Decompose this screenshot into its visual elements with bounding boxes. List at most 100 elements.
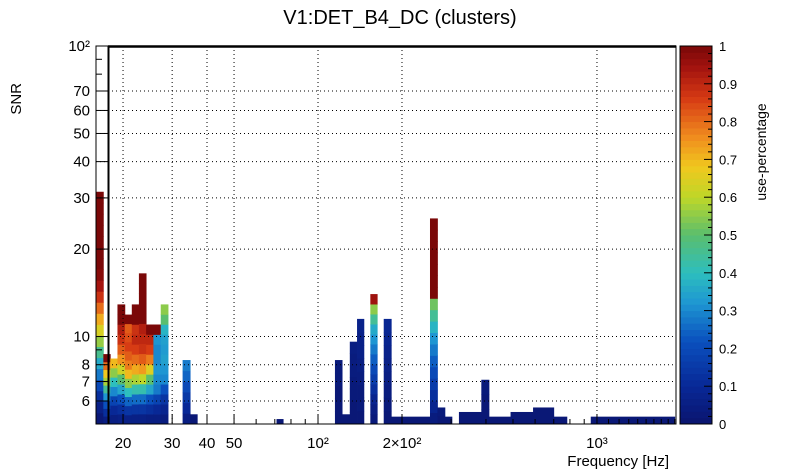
colorbar-segment xyxy=(680,146,712,154)
heatmap-cell xyxy=(357,371,365,385)
heatmap-cell xyxy=(182,413,191,425)
heatmap-cell xyxy=(429,309,438,322)
heatmap-cell xyxy=(96,313,104,325)
heatmap-cell xyxy=(160,324,169,335)
x-tick-label: 20 xyxy=(115,435,132,452)
heatmap-cell xyxy=(138,353,147,365)
heatmap-cell xyxy=(138,343,147,355)
heatmap-cell xyxy=(370,304,378,315)
heatmap-cell xyxy=(131,374,140,385)
colorbar-segment xyxy=(680,272,712,280)
colorbar-segment xyxy=(680,392,712,400)
heatmap-cell xyxy=(117,344,126,355)
colorbar-tick-label: 0.5 xyxy=(719,228,737,243)
heatmap-cell xyxy=(429,389,438,402)
heatmap-cell xyxy=(96,346,104,359)
colorbar-tick-label: 0.2 xyxy=(719,341,737,356)
heatmap-cell xyxy=(458,411,482,425)
heatmap-cell xyxy=(110,377,118,387)
colorbar-segment xyxy=(680,241,712,249)
heatmap-cell xyxy=(357,384,365,399)
heatmap-cell xyxy=(103,361,111,371)
colorbar-segment xyxy=(680,310,712,318)
colorbar-segment xyxy=(680,115,712,123)
colorbar-segment xyxy=(680,373,712,381)
heatmap-cell xyxy=(429,355,438,368)
heatmap-cell xyxy=(429,229,438,242)
colorbar-segment xyxy=(680,134,712,141)
heatmap-cell xyxy=(357,318,365,333)
heatmap-cell xyxy=(370,344,378,355)
heatmap-cell xyxy=(488,416,511,425)
heatmap-cell xyxy=(117,334,126,345)
heatmap-cell xyxy=(370,294,378,305)
colorbar-segment xyxy=(680,90,712,97)
heatmap-cell xyxy=(160,344,169,355)
colorbar-segment xyxy=(680,247,712,255)
heatmap-cell xyxy=(138,293,147,304)
heatmap-cell xyxy=(96,324,104,336)
colorbar-segment xyxy=(680,46,712,53)
colorbar-segment xyxy=(680,354,712,362)
colorbar-segment xyxy=(680,398,712,406)
heatmap-cell xyxy=(370,334,378,345)
heatmap-cell xyxy=(138,373,147,385)
colorbar-segment xyxy=(680,58,712,66)
heatmap-cell xyxy=(357,410,365,425)
heatmap-cell xyxy=(533,407,555,417)
heatmap-cell xyxy=(96,357,104,370)
heatmap-cell xyxy=(124,323,133,334)
heatmap-cell xyxy=(117,384,126,395)
heatmap-cell xyxy=(96,258,104,270)
heatmap-cell xyxy=(117,414,126,425)
colorbar-segment xyxy=(680,228,712,236)
heatmap-cell xyxy=(383,318,392,333)
heatmap-cell xyxy=(103,354,111,363)
heatmap-cell xyxy=(391,416,431,425)
heatmap-cell xyxy=(96,412,104,425)
colorbar-segment xyxy=(680,140,712,148)
heatmap-cell xyxy=(96,401,104,414)
colorbar-segment xyxy=(680,172,712,179)
colorbar-segment xyxy=(680,342,712,349)
heatmap-cell xyxy=(138,313,147,324)
x-tick-label: 10³ xyxy=(586,435,608,452)
y-tick-label: 50 xyxy=(73,125,90,142)
heatmap-cell xyxy=(160,384,169,395)
colorbar-segment xyxy=(680,77,712,85)
heatmap-cell xyxy=(182,392,191,404)
heatmap-cell xyxy=(131,364,140,375)
heatmap-cell xyxy=(349,365,358,378)
heatmap-cells xyxy=(96,191,676,425)
heatmap-cell xyxy=(334,411,343,425)
heatmap-cell xyxy=(146,404,154,415)
colorbar-tick-label: 0 xyxy=(719,417,726,432)
heatmap-cell xyxy=(357,397,365,412)
heatmap-cell xyxy=(160,414,169,425)
heatmap-cell xyxy=(437,407,446,417)
colorbar-segment xyxy=(680,411,712,419)
heatmap-cell xyxy=(349,412,358,425)
heatmap-cell xyxy=(117,324,126,335)
heatmap-cell xyxy=(383,410,392,425)
heatmap-cell xyxy=(429,401,438,413)
heatmap-cell xyxy=(153,324,162,335)
heatmap-cell xyxy=(429,286,438,299)
colorbar-segment xyxy=(680,203,712,211)
heatmap-cell xyxy=(124,369,133,379)
colorbar-segment xyxy=(680,304,712,312)
heatmap-cell xyxy=(110,395,118,406)
heatmap-cell xyxy=(131,404,140,415)
heatmap-cell xyxy=(370,354,378,365)
grid-lines xyxy=(96,46,676,424)
heatmap-cell xyxy=(124,314,133,325)
y-tick-label: 60 xyxy=(73,102,90,119)
heatmap-cell xyxy=(160,404,169,415)
y-tick-label: 10² xyxy=(68,38,90,55)
heatmap-cell xyxy=(153,394,162,405)
heatmap-cell xyxy=(131,414,140,425)
heatmap-cell xyxy=(103,408,111,417)
heatmap-cell xyxy=(357,332,365,346)
heatmap-cell xyxy=(138,283,147,294)
heatmap-cell xyxy=(334,385,343,399)
